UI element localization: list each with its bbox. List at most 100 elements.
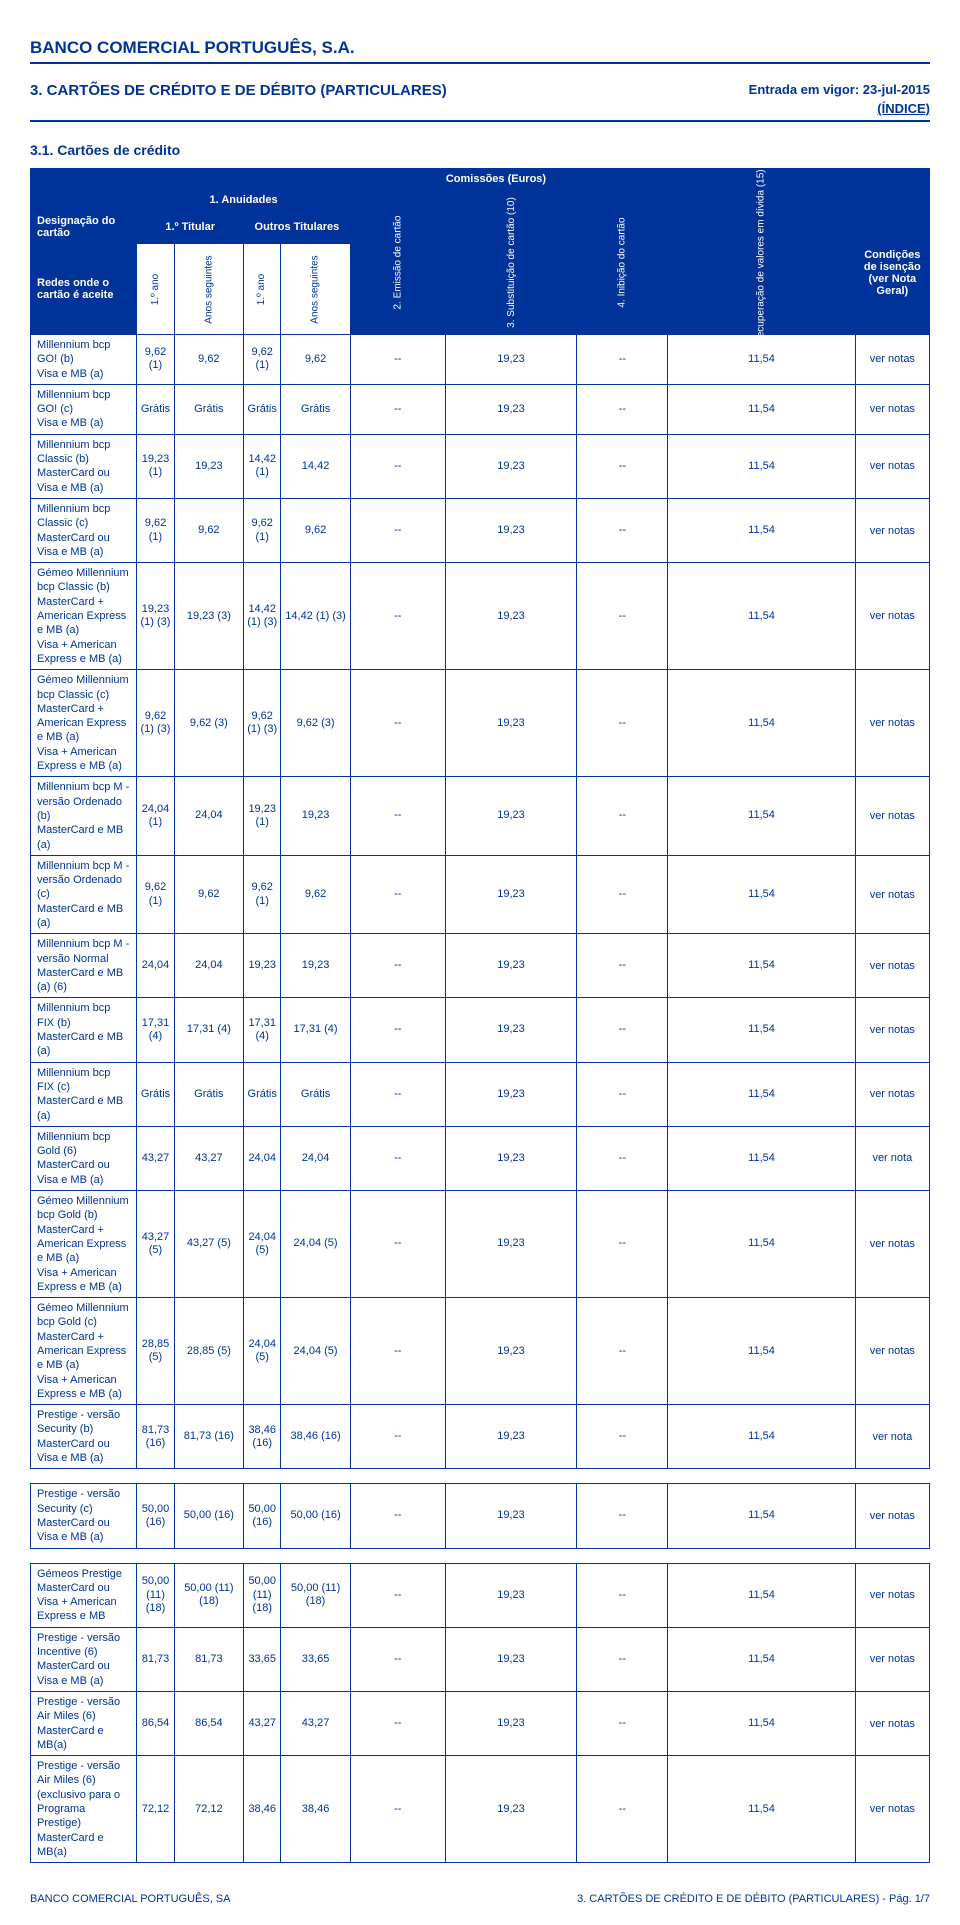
value-cell: 19,23	[445, 1563, 577, 1627]
value-cell: 24,04	[281, 1126, 350, 1190]
value-cell: 19,23	[445, 1298, 577, 1405]
value-cell: 19,23 (1) (3)	[137, 563, 174, 670]
value-cell: 50,00 (16)	[174, 1484, 243, 1548]
notes-cell: ver notas	[855, 1563, 929, 1627]
value-cell: --	[577, 1627, 668, 1691]
value-cell: --	[350, 998, 445, 1062]
notes-cell: ver notas	[855, 384, 929, 434]
value-cell: 19,23	[445, 335, 577, 385]
value-cell: 9,62 (3)	[174, 670, 243, 777]
value-cell: --	[577, 563, 668, 670]
value-cell: 11,54	[668, 563, 855, 670]
table-row: Prestige - versão Security (c)MasterCard…	[31, 1484, 930, 1548]
table-row: Gémeo Millennium bcp Gold (c)MasterCard …	[31, 1298, 930, 1405]
value-cell: --	[577, 335, 668, 385]
value-cell: --	[350, 855, 445, 933]
value-cell: 19,23	[445, 670, 577, 777]
table-row: Millennium bcp M - versão Ordenado (c)Ma…	[31, 855, 930, 933]
value-cell: --	[350, 1191, 445, 1298]
notes-cell: ver notas	[855, 670, 929, 777]
notes-cell: ver notas	[855, 1062, 929, 1126]
notes-cell: ver notas	[855, 498, 929, 562]
value-cell: 19,23	[445, 1627, 577, 1691]
value-cell: 11,54	[668, 670, 855, 777]
top-header: BANCO COMERCIAL PORTUGUÊS, S.A.	[30, 38, 930, 64]
header-titular1: 1.º Titular	[137, 211, 244, 244]
value-cell: 11,54	[668, 934, 855, 998]
card-name: Gémeo Millennium bcp Gold (c)MasterCard …	[31, 1298, 137, 1405]
notes-cell: ver notas	[855, 934, 929, 998]
value-cell: 38,46 (16)	[281, 1405, 350, 1469]
value-cell: Grátis	[174, 1062, 243, 1126]
value-cell: Grátis	[174, 384, 243, 434]
section-title: 3. CARTÕES DE CRÉDITO E DE DÉBITO (PARTI…	[30, 82, 447, 99]
value-cell: --	[350, 563, 445, 670]
value-cell: --	[577, 1484, 668, 1548]
value-cell: 24,04	[174, 934, 243, 998]
value-cell: 19,23	[445, 855, 577, 933]
value-cell: 19,23	[445, 498, 577, 562]
value-cell: 86,54	[174, 1691, 243, 1755]
card-name: Millennium bcp M - versão NormalMasterCa…	[31, 934, 137, 998]
value-cell: 11,54	[668, 1756, 855, 1863]
value-cell: 11,54	[668, 1563, 855, 1627]
value-cell: 14,42 (1) (3)	[244, 563, 281, 670]
table-row: Millennium bcp FIX (c)MasterCard e MB (a…	[31, 1062, 930, 1126]
value-cell: 81,73	[174, 1627, 243, 1691]
company-name: BANCO COMERCIAL PORTUGUÊS, S.A.	[30, 38, 355, 58]
value-cell: 50,00 (11) (18)	[281, 1563, 350, 1627]
value-cell: 9,62	[174, 498, 243, 562]
value-cell: --	[350, 777, 445, 855]
value-cell: 9,62	[174, 335, 243, 385]
value-cell: 9,62 (1)	[244, 855, 281, 933]
value-cell: 11,54	[668, 855, 855, 933]
value-cell: 43,27	[137, 1126, 174, 1190]
notes-cell: ver notas	[855, 434, 929, 498]
header-right: Entrada em vigor: 23-jul-2015 (ÍNDICE)	[749, 82, 930, 116]
value-cell: 11,54	[668, 1126, 855, 1190]
header-anosseg-b: Anos seguintes	[281, 244, 350, 335]
value-cell: 43,27 (5)	[137, 1191, 174, 1298]
table-row: Prestige - versão Security (b)MasterCard…	[31, 1405, 930, 1469]
value-cell: 9,62 (3)	[281, 670, 350, 777]
value-cell: 11,54	[668, 384, 855, 434]
value-cell: 19,23	[445, 1126, 577, 1190]
value-cell: 19,23	[445, 998, 577, 1062]
value-cell: 17,31 (4)	[244, 998, 281, 1062]
value-cell: 86,54	[137, 1691, 174, 1755]
notes-cell: ver notas	[855, 1627, 929, 1691]
value-cell: --	[350, 1126, 445, 1190]
index-link[interactable]: (ÍNDICE)	[877, 101, 930, 116]
value-cell: 72,12	[137, 1756, 174, 1863]
value-cell: 24,04 (1)	[137, 777, 174, 855]
value-cell: --	[577, 1191, 668, 1298]
value-cell: 11,54	[668, 434, 855, 498]
value-cell: --	[350, 384, 445, 434]
value-cell: 38,46 (16)	[244, 1405, 281, 1469]
value-cell: --	[350, 670, 445, 777]
value-cell: 19,23 (3)	[174, 563, 243, 670]
table-row: Prestige - versão Air Miles (6)(exclusiv…	[31, 1756, 930, 1863]
notes-cell: ver notas	[855, 777, 929, 855]
table-row: Gémeo Millennium bcp Gold (b)MasterCard …	[31, 1191, 930, 1298]
value-cell: --	[577, 1563, 668, 1627]
value-cell: 50,00 (11) (18)	[244, 1563, 281, 1627]
value-cell: 19,23	[244, 934, 281, 998]
value-cell: 11,54	[668, 1062, 855, 1126]
card-name: Prestige - versão Incentive (6)MasterCar…	[31, 1627, 137, 1691]
card-name: Millennium bcp Classic (c)MasterCard ou …	[31, 498, 137, 562]
card-name: Prestige - versão Security (c)MasterCard…	[31, 1484, 137, 1548]
value-cell: 19,23	[174, 434, 243, 498]
card-name: Prestige - versão Air Miles (6)MasterCar…	[31, 1691, 137, 1755]
card-name: Gémeo Millennium bcp Classic (c)MasterCa…	[31, 670, 137, 777]
value-cell: 9,62 (1)	[244, 498, 281, 562]
header-blank	[31, 169, 137, 211]
card-name: Millennium bcp GO! (b)Visa e MB (a)	[31, 335, 137, 385]
value-cell: --	[577, 1405, 668, 1469]
value-cell: 24,04	[137, 934, 174, 998]
value-cell: 9,62	[281, 335, 350, 385]
notes-cell: ver notas	[855, 335, 929, 385]
spacer	[31, 1548, 930, 1563]
table-row: Millennium bcp M - versão NormalMasterCa…	[31, 934, 930, 998]
value-cell: --	[577, 934, 668, 998]
